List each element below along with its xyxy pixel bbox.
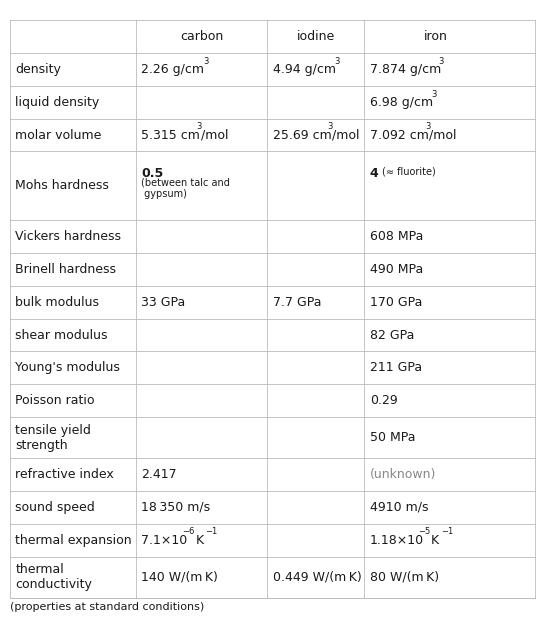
Text: −5: −5 [418,528,430,536]
Text: 4.94 g/cm: 4.94 g/cm [272,63,336,76]
Text: (unknown): (unknown) [370,468,436,481]
Text: 4: 4 [370,167,379,180]
Text: 2.417: 2.417 [141,468,177,481]
Text: Vickers hardness: Vickers hardness [15,230,121,243]
Text: /mol: /mol [201,129,228,141]
Text: 3: 3 [432,90,437,98]
Text: 7.1×10: 7.1×10 [141,534,187,546]
Text: 140 W/(m K): 140 W/(m K) [141,570,218,584]
Text: thermal expansion: thermal expansion [15,534,132,546]
Text: iodine: iodine [296,30,335,43]
Text: K: K [427,534,439,546]
Text: Mohs hardness: Mohs hardness [15,179,109,192]
Text: 0.29: 0.29 [370,394,398,407]
Text: shear modulus: shear modulus [15,329,108,341]
Text: 0.5: 0.5 [141,167,164,180]
Text: −6: −6 [183,528,195,536]
Text: −1: −1 [441,528,453,536]
Text: carbon: carbon [180,30,223,43]
Text: 3: 3 [425,122,430,131]
Text: 7.874 g/cm: 7.874 g/cm [370,63,441,76]
Text: 3: 3 [328,122,333,131]
Text: 490 MPa: 490 MPa [370,263,423,276]
Text: 0.449 W/(m K): 0.449 W/(m K) [272,570,361,584]
Text: Poisson ratio: Poisson ratio [15,394,95,407]
Text: thermal
conductivity: thermal conductivity [15,563,92,591]
Text: refractive index: refractive index [15,468,114,481]
Text: /mol: /mol [332,129,360,141]
Text: 211 GPa: 211 GPa [370,362,422,374]
Text: 25.69 cm: 25.69 cm [272,129,331,141]
Text: 4910 m/s: 4910 m/s [370,501,428,514]
Text: 7.7 GPa: 7.7 GPa [272,296,321,309]
Text: 5.315 cm: 5.315 cm [141,129,200,141]
Text: 82 GPa: 82 GPa [370,329,414,341]
Text: 170 GPa: 170 GPa [370,296,422,309]
Text: /mol: /mol [429,129,457,141]
Text: bulk modulus: bulk modulus [15,296,99,309]
Text: liquid density: liquid density [15,96,100,109]
Text: 6.98 g/cm: 6.98 g/cm [370,96,433,109]
Text: 608 MPa: 608 MPa [370,230,423,243]
Text: K: K [192,534,204,546]
Text: 2.26 g/cm: 2.26 g/cm [141,63,204,76]
Text: 50 MPa: 50 MPa [370,431,415,444]
Text: Brinell hardness: Brinell hardness [15,263,116,276]
Text: Young's modulus: Young's modulus [15,362,120,374]
Text: molar volume: molar volume [15,129,101,141]
Text: 3: 3 [196,122,202,131]
Text: (between talc and
 gypsum): (between talc and gypsum) [141,177,230,199]
Text: sound speed: sound speed [15,501,95,514]
Text: iron: iron [423,30,447,43]
Text: density: density [15,63,61,76]
Text: 18 350 m/s: 18 350 m/s [141,501,210,514]
Text: 3: 3 [335,57,340,66]
Text: 33 GPa: 33 GPa [141,296,186,309]
Text: 1.18×10: 1.18×10 [370,534,424,546]
Text: 80 W/(m K): 80 W/(m K) [370,570,439,584]
Text: −1: −1 [205,528,218,536]
Text: 3: 3 [439,57,444,66]
Text: 7.092 cm: 7.092 cm [370,129,429,141]
Text: tensile yield
strength: tensile yield strength [15,423,91,452]
Text: (≈ fluorite): (≈ fluorite) [382,167,435,177]
Text: 3: 3 [203,57,209,66]
Text: (properties at standard conditions): (properties at standard conditions) [10,602,204,612]
